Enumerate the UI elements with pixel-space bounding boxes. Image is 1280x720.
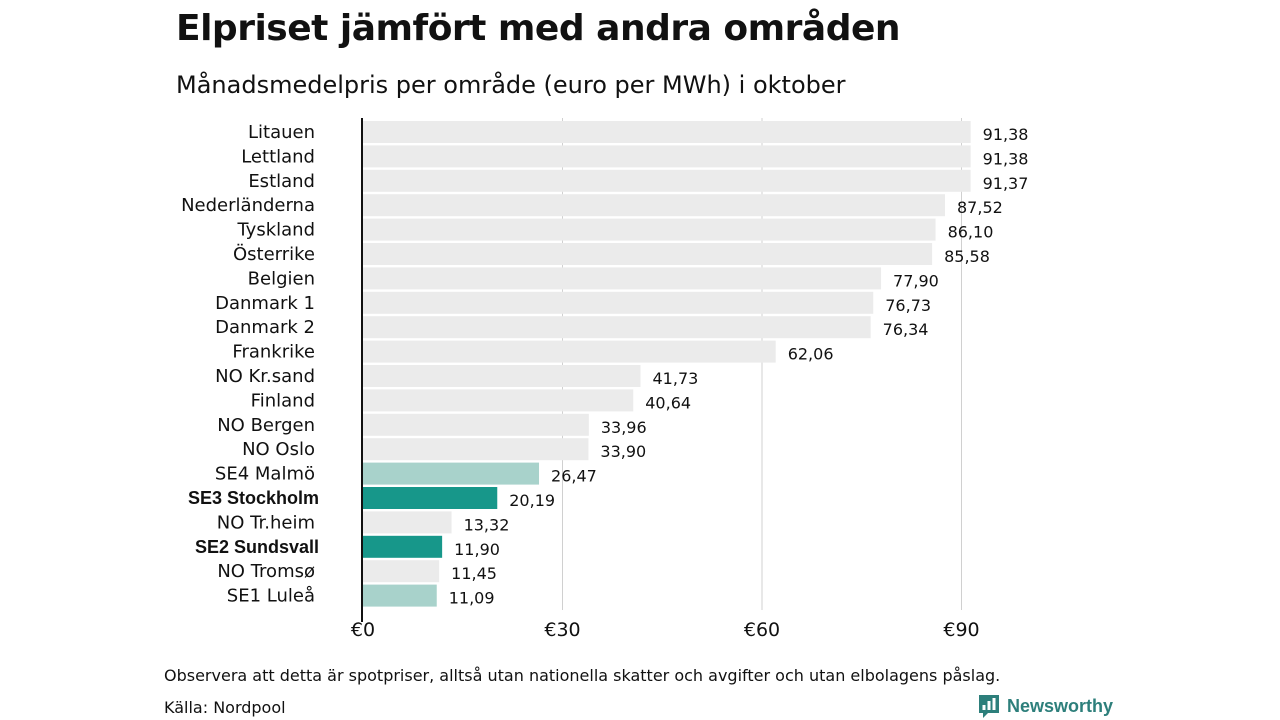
value-label: 20,19 <box>509 491 555 510</box>
x-tick-label: €60 <box>744 619 780 641</box>
value-label: 77,90 <box>893 271 939 290</box>
chart-title: Elpriset jämfört med andra områden <box>176 8 901 49</box>
footnote: Observera att detta är spotpriser, allts… <box>164 666 1001 685</box>
chart-subtitle: Månadsmedelpris per område (euro per MWh… <box>176 71 846 99</box>
value-label: 26,47 <box>551 467 597 486</box>
brand-logo: Newsworthy <box>978 694 1113 718</box>
category-label: Nederländerna <box>181 195 315 216</box>
bar <box>363 340 776 363</box>
source-note: Källa: Nordpool <box>164 698 286 717</box>
bar <box>363 487 498 509</box>
bar <box>363 169 971 192</box>
category-label: SE1 Luleå <box>227 586 315 607</box>
category-label: Estland <box>248 171 315 192</box>
category-label: Österrike <box>233 243 315 265</box>
value-label: 91,38 <box>983 125 1029 144</box>
category-label: Litauen <box>248 122 315 143</box>
value-label: 11,90 <box>454 540 500 559</box>
x-tick-label: €0 <box>351 619 375 641</box>
category-label: Danmark 2 <box>215 317 315 338</box>
bar <box>363 243 933 265</box>
category-label: Tyskland <box>236 220 315 241</box>
bar <box>363 413 589 436</box>
newsworthy-logo-icon <box>979 695 999 718</box>
value-label: 33,96 <box>601 418 647 437</box>
bar <box>363 462 540 485</box>
bar-chart: Litauen 91,38 Lettland 91,38 Estland 91,37 Ned… <box>181 118 1029 641</box>
value-label: 40,64 <box>645 393 691 412</box>
value-label: 11,09 <box>449 589 495 608</box>
bar <box>363 511 452 534</box>
bar <box>363 438 589 461</box>
value-label: 76,34 <box>883 320 929 339</box>
category-label: NO Tromsø <box>217 561 315 582</box>
value-label: 86,10 <box>948 223 994 242</box>
bar <box>363 560 440 583</box>
bar <box>363 218 936 241</box>
value-label: 85,58 <box>944 247 990 266</box>
bar <box>363 389 634 412</box>
value-label: 62,06 <box>788 345 834 364</box>
bar <box>363 194 946 217</box>
category-label: Danmark 1 <box>215 293 315 314</box>
category-label: NO Bergen <box>217 415 315 436</box>
category-label: Finland <box>251 390 315 411</box>
brand-name: Newsworthy <box>1007 695 1114 716</box>
category-label: Belgien <box>248 268 315 289</box>
value-label: 41,73 <box>653 369 699 388</box>
value-label: 91,37 <box>983 174 1029 193</box>
category-label: NO Tr.heim <box>217 512 315 533</box>
bar <box>363 316 871 339</box>
category-label: SE2 Sundsvall <box>195 537 319 557</box>
bar <box>363 365 641 387</box>
value-label: 33,90 <box>600 442 646 461</box>
category-label: NO Kr.sand <box>215 366 315 387</box>
bar <box>363 267 882 290</box>
bar <box>363 584 437 607</box>
category-label: Lettland <box>241 146 315 167</box>
x-tick-label: €30 <box>544 619 580 641</box>
bar <box>363 145 971 168</box>
category-label: SE4 Malmö <box>215 464 315 485</box>
bar <box>363 535 443 558</box>
x-tick-label: €90 <box>943 619 979 641</box>
value-label: 91,38 <box>983 149 1029 168</box>
category-label: SE3 Stockholm <box>188 488 319 508</box>
bar <box>363 121 971 143</box>
value-label: 76,73 <box>885 296 931 315</box>
value-label: 13,32 <box>464 515 510 534</box>
value-label: 87,52 <box>957 198 1003 217</box>
bar <box>363 291 874 314</box>
category-label: Frankrike <box>232 342 315 363</box>
category-label: NO Oslo <box>242 439 315 460</box>
value-label: 11,45 <box>451 564 497 583</box>
